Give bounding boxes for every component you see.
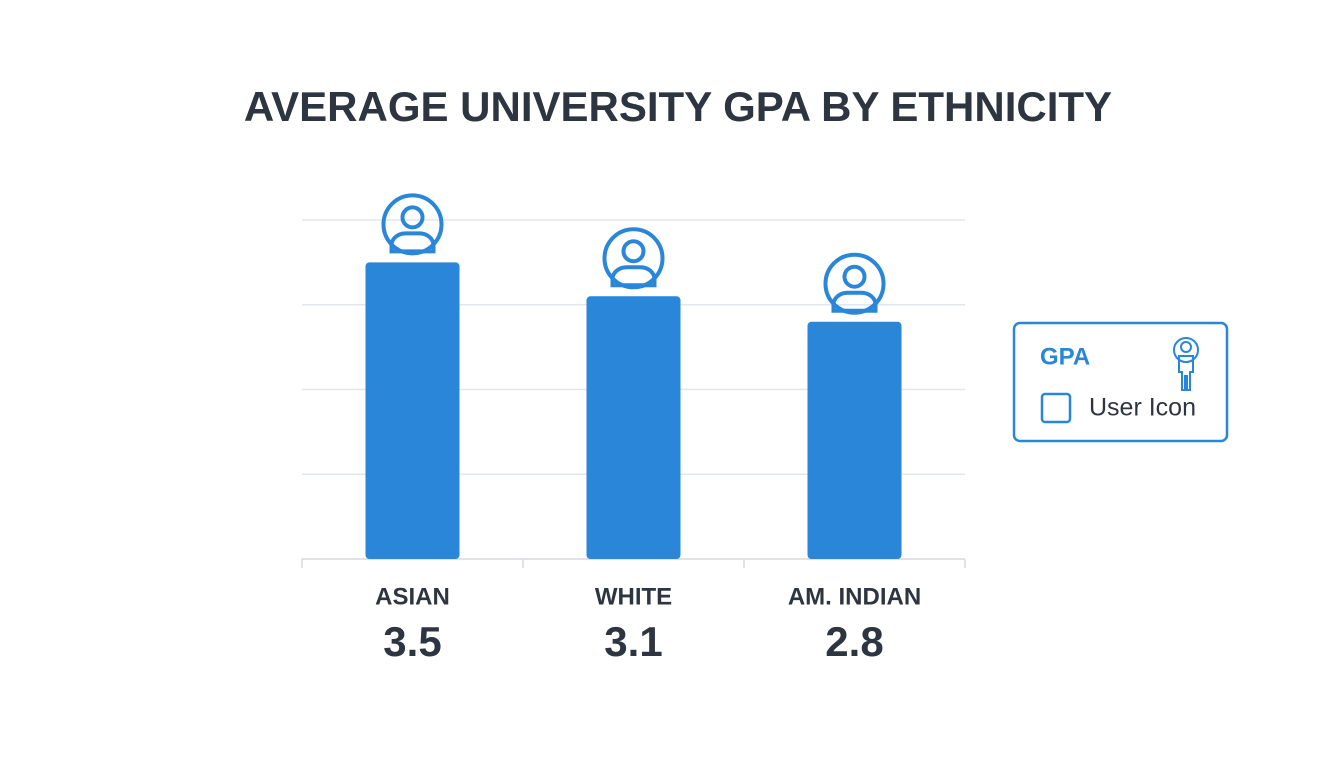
chart-title: AVERAGE UNIVERSITY GPA BY ETHNICITY: [244, 83, 1112, 130]
icon-body: [389, 231, 436, 254]
icon-body: [831, 290, 878, 313]
legend-person-icon: [1173, 337, 1199, 391]
icon-head: [621, 239, 646, 264]
bar: [586, 296, 681, 559]
value-label: 2.8: [825, 618, 883, 665]
legend-title: GPA: [1040, 343, 1090, 370]
icon-head: [842, 264, 867, 289]
x-tick-label: ASIAN: [375, 583, 450, 610]
user-icon: [602, 227, 665, 290]
legend: GPA User Icon: [1012, 321, 1229, 443]
legend-checkbox[interactable]: [1040, 392, 1072, 424]
bar: [365, 262, 460, 559]
value-label: 3.5: [383, 618, 441, 665]
x-tick-label: AM. INDIAN: [788, 583, 921, 610]
x-tick-label: WHITE: [595, 583, 672, 610]
icon-body: [610, 265, 657, 288]
user-icon: [823, 252, 886, 315]
user-icon: [381, 193, 444, 256]
bar: [807, 321, 902, 559]
legend-label: User Icon: [1089, 394, 1196, 422]
value-label: 3.1: [604, 618, 662, 665]
icon-head: [400, 205, 425, 230]
